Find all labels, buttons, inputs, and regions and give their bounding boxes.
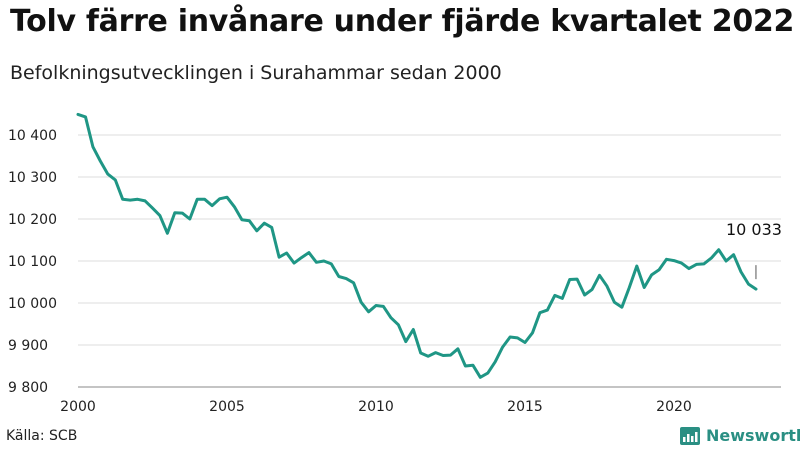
- brand-name: Newsworthy: [706, 426, 800, 445]
- y-tick-label: 10 100: [8, 254, 57, 270]
- x-axis-ticks: 2000 2005 2010 2015 2020: [60, 399, 692, 415]
- x-tick-label: 2000: [60, 399, 96, 415]
- y-tick-label: 9 900: [8, 338, 48, 354]
- x-tick-label: 2015: [507, 399, 543, 415]
- brand-logo[interactable]: Newsworthy: [680, 426, 800, 445]
- annotation-group: 10 033: [726, 220, 782, 280]
- series-line: [76, 112, 758, 379]
- x-tick-label: 2020: [656, 399, 692, 415]
- source-label: Källa: SCB: [6, 428, 78, 444]
- x-tick-label: 2005: [209, 399, 245, 415]
- chart-title: Tolv färre invånare under fjärde kvartal…: [10, 4, 795, 39]
- newsworthy-icon: [680, 426, 700, 445]
- annotation-label: 10 033: [726, 220, 782, 239]
- series-group: [76, 112, 758, 379]
- y-tick-label: 10 400: [8, 128, 57, 144]
- y-tick-label: 9 800: [8, 380, 48, 396]
- x-tick-label: 2010: [358, 399, 394, 415]
- y-axis-ticks: 9 800 9 900 10 000 10 100 10 200 10 300 10 400: [8, 128, 57, 396]
- chart-subtitle: Befolkningsutvecklingen i Surahammar sed…: [10, 62, 502, 84]
- y-tick-label: 10 300: [8, 170, 57, 186]
- y-tick-label: 10 200: [8, 212, 57, 228]
- y-tick-label: 10 000: [8, 296, 57, 312]
